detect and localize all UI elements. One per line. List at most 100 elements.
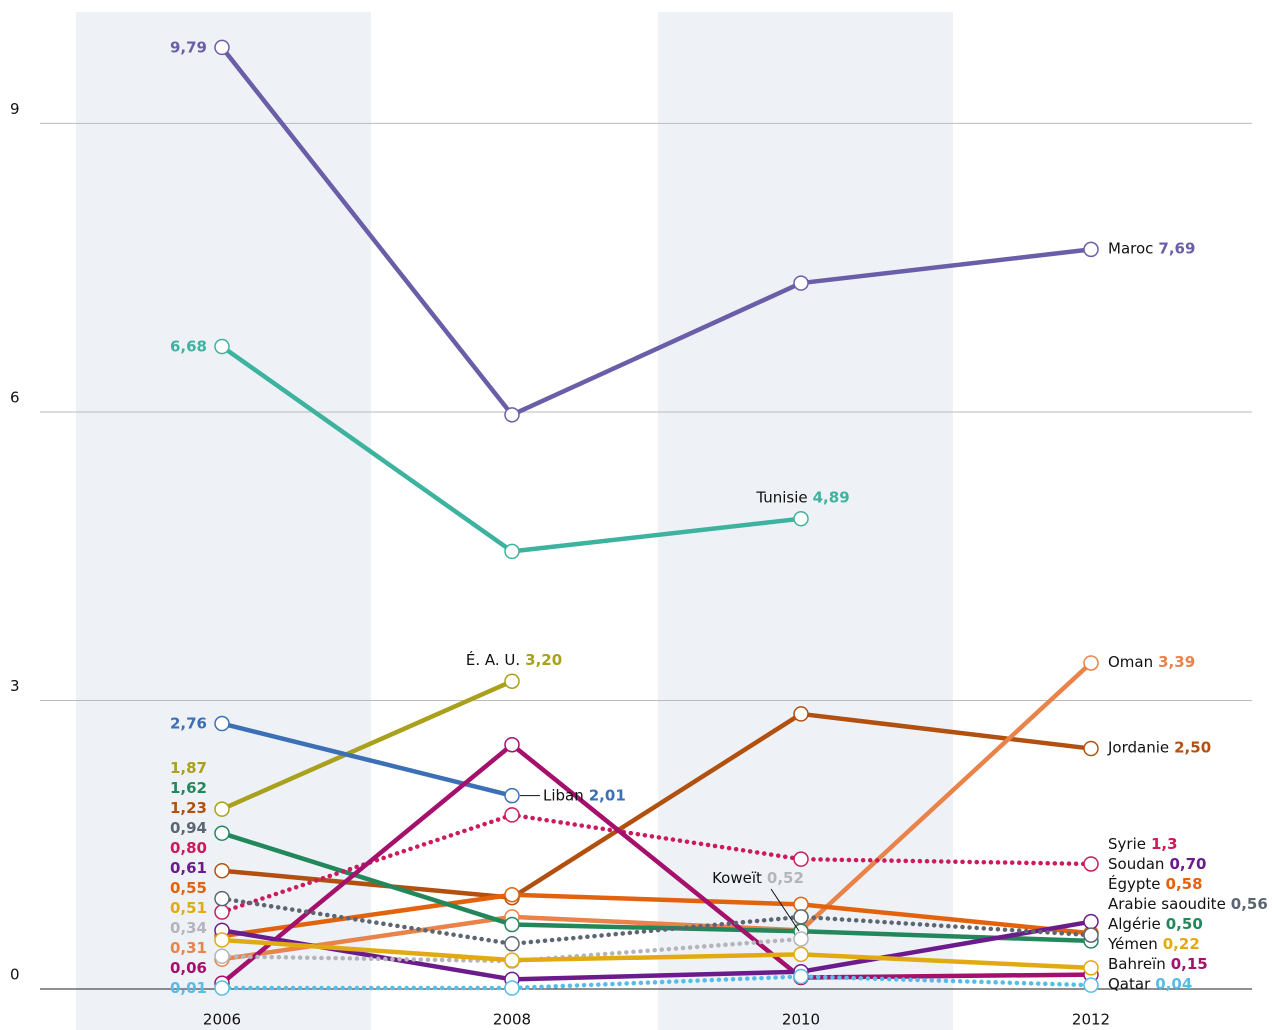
value-label: 0,01: [170, 979, 207, 997]
series-line: [221, 919, 1092, 982]
point: [504, 407, 520, 423]
series-name: Maroc: [1108, 239, 1153, 257]
point: [1083, 856, 1099, 872]
value-label: 0,04: [1155, 975, 1192, 993]
data-label: Yémen 0,22: [1107, 935, 1200, 953]
series-name: Algérie: [1108, 915, 1161, 933]
point: [793, 510, 809, 527]
band: [76, 12, 371, 1030]
data-label: 0,06: [170, 959, 207, 977]
series-line: [221, 937, 1092, 971]
value-label: 9,79: [170, 38, 207, 56]
point: [793, 968, 809, 985]
value-label: 0,58: [1166, 875, 1203, 893]
data-label: Égypte 0,58: [1108, 874, 1203, 893]
series-line: [221, 831, 1092, 944]
point: [214, 715, 230, 732]
series-name: Arabie saoudite: [1108, 895, 1226, 913]
point: [793, 275, 809, 291]
value-label: 3,39: [1158, 652, 1195, 670]
value-label: 2,76: [170, 714, 207, 732]
point: [793, 931, 809, 947]
value-label: 0,94: [170, 819, 207, 837]
value-label: 4,89: [813, 488, 850, 506]
point: [504, 980, 520, 996]
point: [1083, 913, 1099, 930]
data-label: Liban 2,01: [543, 786, 626, 804]
data-label: Oman 3,39: [1108, 652, 1195, 670]
data-label: Qatar 0,04: [1108, 975, 1192, 993]
data-label: 0,01: [170, 979, 207, 997]
value-label: 0,31: [170, 939, 207, 957]
point: [793, 909, 809, 925]
value-label: 1,62: [170, 779, 207, 797]
x-tick-label: 2012: [1072, 1011, 1110, 1029]
value-label: 0,80: [170, 839, 207, 857]
value-label: 2,01: [589, 786, 626, 804]
series-line: [219, 896, 1094, 947]
value-label: 0,55: [170, 879, 207, 897]
point: [214, 890, 230, 907]
data-label: 0,94: [170, 819, 207, 837]
point: [504, 807, 520, 823]
data-label: Jordanie 2,50: [1107, 738, 1211, 756]
series-line: [220, 46, 1092, 418]
series-name: Tunisie: [755, 488, 807, 506]
data-label: Koweït 0,52: [712, 868, 804, 886]
series-line: [221, 661, 1093, 962]
y-tick-label: 9: [10, 100, 20, 118]
series-name: Liban: [543, 786, 584, 804]
leader: [770, 888, 800, 932]
point: [214, 948, 230, 965]
y-tick-label: 6: [10, 388, 20, 406]
series-line: [220, 742, 1092, 985]
point: [214, 338, 230, 355]
data-label: 0,80: [170, 839, 207, 857]
data-label: Syrie 1,3: [1108, 835, 1178, 853]
value-label: 1,87: [170, 759, 207, 777]
point: [214, 862, 230, 879]
data-label: É. A. U. 3,20: [466, 650, 562, 669]
value-label: 6,68: [170, 337, 207, 355]
data-label: 6,68: [170, 337, 207, 355]
point: [214, 39, 230, 56]
point: [504, 916, 520, 933]
x-tick-label: 2006: [203, 1011, 241, 1029]
value-label: 0,52: [767, 868, 804, 886]
data-label: 0,34: [170, 919, 207, 937]
x-tick-label: 2008: [493, 1011, 531, 1029]
y-tick-label: 0: [10, 966, 20, 984]
series-line: [221, 711, 1092, 900]
value-label: 0,50: [1166, 915, 1203, 933]
data-label: 9,79: [170, 38, 207, 56]
value-label: 0,61: [170, 859, 207, 877]
series-name: Égypte: [1108, 874, 1161, 893]
data-label: Maroc 7,69: [1108, 239, 1195, 257]
point: [214, 825, 230, 841]
point: [504, 936, 520, 952]
series-name: É. A. U.: [466, 650, 520, 669]
data-label: 2,76: [170, 714, 207, 732]
point: [504, 886, 520, 903]
series-name: Syrie: [1108, 835, 1146, 853]
point: [1083, 655, 1099, 671]
data-label: Soudan 0,70: [1108, 855, 1206, 873]
point: [504, 673, 520, 689]
value-label: 0,56: [1231, 895, 1268, 913]
point: [1083, 960, 1099, 976]
data-label: 0,51: [170, 899, 207, 917]
data-label: Arabie saoudite 0,56: [1108, 895, 1268, 913]
series-name: Bahreïn: [1108, 955, 1166, 973]
point: [1083, 740, 1099, 757]
point: [504, 736, 520, 753]
value-label: 7,69: [1158, 239, 1195, 257]
series-line: [221, 892, 1092, 939]
point: [504, 787, 520, 804]
data-label: Bahreïn 0,15: [1108, 955, 1208, 973]
series-line: [221, 679, 513, 812]
point: [1083, 927, 1099, 943]
data-label: 0,55: [170, 879, 207, 897]
data-label: 1,87: [170, 759, 207, 777]
value-label: 1,23: [170, 799, 207, 817]
